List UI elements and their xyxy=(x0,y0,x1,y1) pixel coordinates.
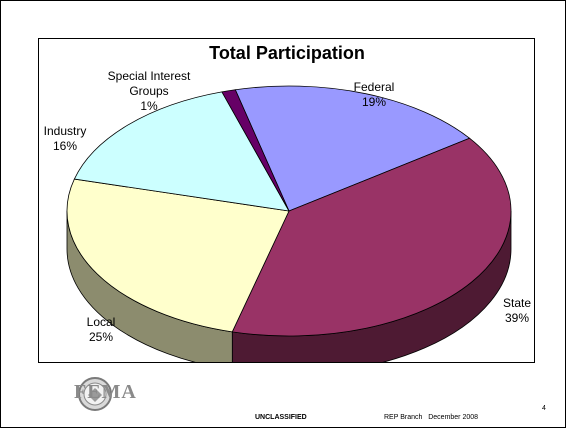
pie-slice-state xyxy=(231,137,512,337)
pie-chart: Total Participation Federal 19% State 39% Lo… xyxy=(44,43,531,362)
pie-slice-special-interest-groups xyxy=(221,89,290,212)
fema-seal-icon xyxy=(78,377,112,411)
fema-logo-text: FEMA xyxy=(74,381,137,403)
slice-label-federal: Federal 19% xyxy=(354,80,395,109)
pie-slice-industry xyxy=(73,91,290,212)
chart-frame: Total Participation Federal 19% State 39% Lo… xyxy=(38,38,535,363)
pie-slice-federal xyxy=(234,85,471,212)
page-number: 4 xyxy=(542,405,546,412)
pie-slice-local xyxy=(66,178,290,333)
chart-title: Total Participation xyxy=(209,43,365,63)
branch-date: REP Branch December 2008 xyxy=(384,414,479,421)
slice-label-industry: Industry 16% xyxy=(44,124,87,153)
classification-label: UNCLASSIFIED xyxy=(255,414,307,421)
slice-label-special-interest-groups: Special Interest Groups 1% xyxy=(108,69,191,113)
slice-label-state: State 39% xyxy=(503,296,531,325)
slice-label-local: Local 25% xyxy=(87,315,116,344)
